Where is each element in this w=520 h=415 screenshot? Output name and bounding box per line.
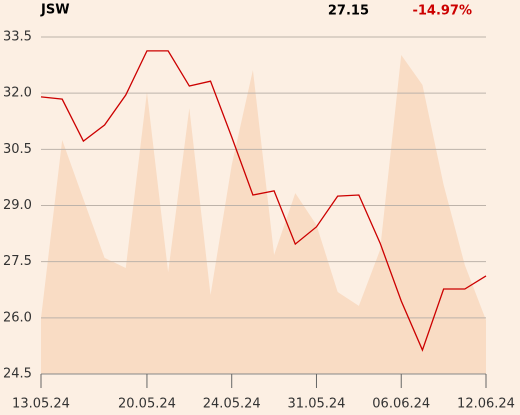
x-tick-label: 12.06.24 (457, 397, 515, 412)
y-tick-label: 29.0 (3, 198, 32, 213)
area (41, 54, 486, 375)
y-tick-label: 24.5 (3, 367, 32, 382)
y-tick-label: 33.5 (3, 30, 32, 45)
last-value: 27.15 (328, 4, 369, 19)
x-tick-label: 13.05.24 (12, 397, 70, 412)
x-tick-label: 24.05.24 (203, 397, 261, 412)
y-tick-label: 30.5 (3, 142, 32, 157)
x-tick-label: 06.06.24 (372, 397, 430, 412)
x-tick-label: 20.05.24 (118, 397, 176, 412)
y-tick-label: 32.0 (3, 86, 32, 101)
ticker: JSW (40, 3, 70, 18)
y-tick-label: 26.0 (3, 310, 32, 325)
price-line (40, 50, 487, 352)
x-tick-label: 31.05.24 (288, 397, 346, 412)
y-tick-label: 27.5 (3, 254, 32, 269)
change: -14.97% (412, 4, 472, 19)
